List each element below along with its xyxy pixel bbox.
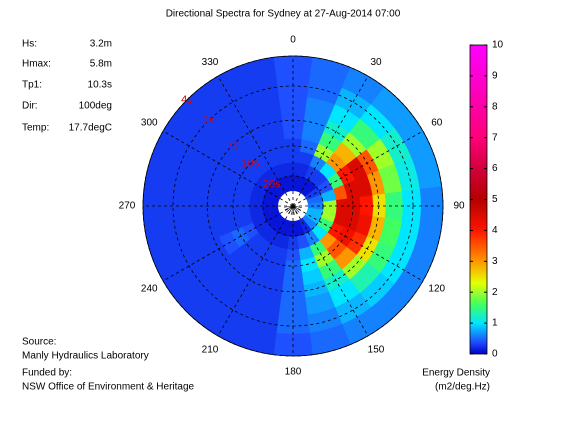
colorbar-tick-label: 4 (492, 225, 498, 236)
info-value: 17.7degC (69, 123, 112, 134)
colorbar-tick-label: 2 (492, 287, 498, 298)
angle-label: 300 (141, 118, 158, 129)
chart-title: Directional Spectra for Sydney at 27-Aug… (166, 9, 401, 20)
spoke-grid (162, 130, 294, 207)
colorbar-tick-label: 5 (492, 194, 498, 205)
colorbar-tick-label: 10 (492, 40, 504, 51)
angle-label: 270 (119, 201, 136, 212)
spoke-grid (217, 205, 294, 337)
colorbar-tick-label: 0 (492, 349, 498, 360)
info-value: 100deg (79, 101, 112, 112)
spectrum-cell (275, 314, 311, 335)
colorbar-label: (m2/deg.Hz) (435, 382, 490, 393)
angle-label: 0 (290, 35, 296, 46)
ring-label: 10s (242, 157, 260, 169)
angle-label: 330 (202, 57, 219, 68)
polar-outline (142, 55, 444, 357)
ring-label: 5s (202, 115, 214, 127)
angle-label: 210 (202, 344, 219, 355)
footer: NSW Office of Environment & Heritage (22, 382, 195, 393)
spoke-grid (292, 75, 369, 207)
angle-label: 180 (285, 367, 302, 378)
colorbar-tick-label: 7 (492, 132, 498, 143)
spectrum-cell (278, 297, 308, 317)
info-label: Tp1: (22, 80, 42, 91)
spoke-grid (162, 205, 294, 282)
angle-label: 30 (370, 57, 382, 68)
spectrum-cell (384, 191, 404, 221)
footer: Source: (22, 337, 56, 348)
info-label: Hmax: (22, 59, 51, 70)
info-value: 10.3s (88, 80, 112, 91)
footer: Funded by: (22, 368, 72, 379)
spectrum-cell (401, 188, 422, 224)
info-value: 5.8m (90, 59, 112, 70)
info-value: 3.2m (90, 39, 112, 50)
spectrum-cell (164, 188, 185, 224)
angle-label: 60 (431, 118, 443, 129)
colorbar-label: Energy Density (422, 368, 490, 379)
info-label: Hs: (22, 39, 37, 50)
spoke-grid (217, 75, 294, 207)
spectrum-cell (275, 77, 311, 98)
colorbar-tick-label: 3 (492, 256, 498, 267)
angle-label: 150 (368, 344, 385, 355)
angle-label: 120 (428, 284, 445, 295)
colorbar-tick-label: 6 (492, 163, 498, 174)
spectrum-cell (278, 95, 308, 115)
colorbar-tick-label: 1 (492, 318, 498, 329)
spoke-grid (292, 205, 424, 282)
info-label: Temp: (22, 123, 49, 134)
colorbar-tick-label: 8 (492, 101, 498, 112)
spoke-grid (292, 130, 424, 207)
ring-label: 20s (263, 179, 281, 191)
footer: Manly Hydraulics Laboratory (22, 351, 149, 362)
angle-label: 240 (141, 284, 158, 295)
ring-label: 7s (227, 139, 239, 151)
info-label: Dir: (22, 101, 38, 112)
spectrum-cell (182, 191, 202, 221)
colorbar-tick-label: 9 (492, 71, 498, 82)
spoke-grid (292, 205, 369, 337)
angle-label: 90 (453, 201, 465, 212)
